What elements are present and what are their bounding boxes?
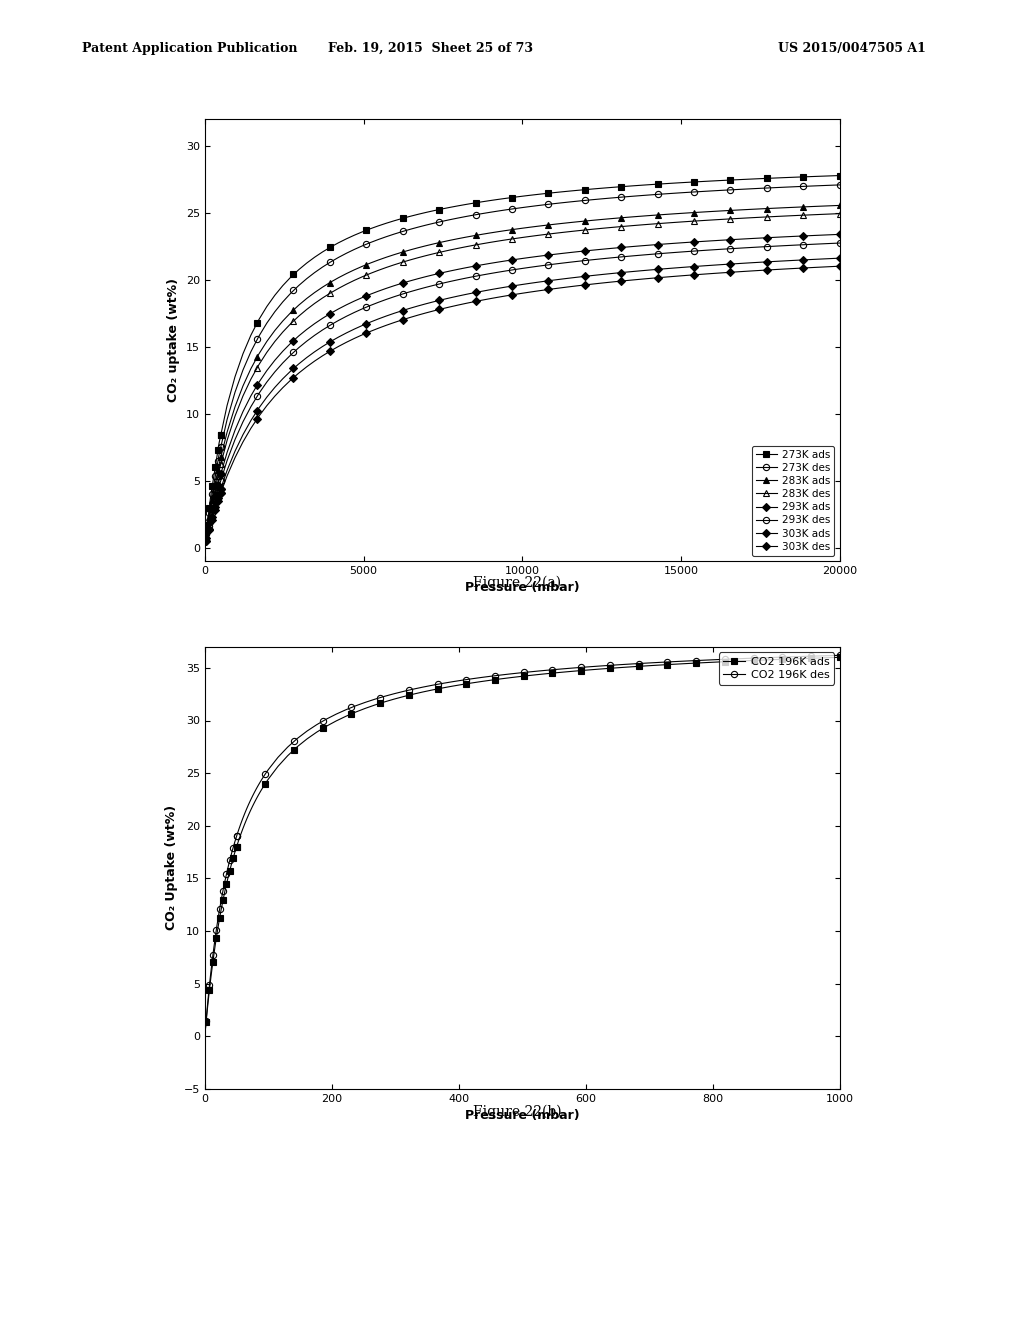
X-axis label: Pressure (mbar): Pressure (mbar): [465, 1109, 580, 1122]
Text: US 2015/0047505 A1: US 2015/0047505 A1: [778, 42, 926, 55]
X-axis label: Pressure (mbar): Pressure (mbar): [465, 581, 580, 594]
Text: Figure 22(b): Figure 22(b): [473, 1105, 561, 1119]
Text: Patent Application Publication: Patent Application Publication: [82, 42, 297, 55]
Text: Figure 22(a): Figure 22(a): [473, 576, 561, 590]
Text: Feb. 19, 2015  Sheet 25 of 73: Feb. 19, 2015 Sheet 25 of 73: [328, 42, 532, 55]
Legend: 273K ads, 273K des, 283K ads, 283K des, 293K ads, 293K des, 303K ads, 303K des: 273K ads, 273K des, 283K ads, 283K des, …: [752, 446, 835, 556]
Y-axis label: CO₂ Uptake (wt%): CO₂ Uptake (wt%): [165, 805, 178, 931]
Legend: CO2 196K ads, CO2 196K des: CO2 196K ads, CO2 196K des: [719, 652, 835, 685]
Y-axis label: CO₂ uptake (wt%): CO₂ uptake (wt%): [167, 279, 180, 401]
